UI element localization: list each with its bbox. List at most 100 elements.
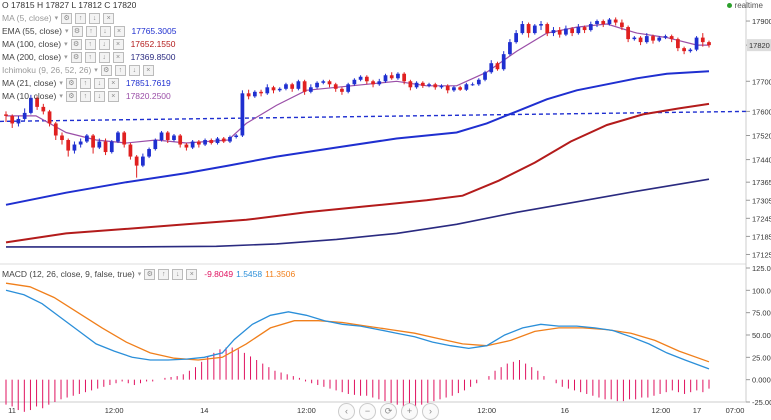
candle-body [396,73,400,79]
macd-dropdown-icon[interactable]: ▾ [137,271,142,278]
candle-body [464,84,469,90]
candle-body [16,118,21,124]
candle-body [184,144,189,148]
zoom-in-button[interactable]: + [401,403,418,420]
legend-name: MA (200, close) [2,52,62,62]
ohlc-readout: O 17815 H 17827 L 17812 C 17820 [2,0,136,10]
legend-move-up-icon[interactable]: ↑ [84,52,96,63]
candle-body [489,63,494,73]
candle-body [638,37,643,43]
zoom-out-button[interactable]: − [359,403,376,420]
zoom-reset-button[interactable]: ⟳ [380,403,397,420]
legend-settings-icon[interactable]: ⚙ [65,91,77,102]
candle-body [41,106,46,112]
legend-settings-icon[interactable]: ⚙ [71,26,83,37]
legend-close-icon[interactable]: × [112,39,124,50]
legend-move-down-icon[interactable]: ↓ [89,13,101,24]
candle-body [122,132,127,145]
candle-body [215,138,220,144]
candle-body [495,63,500,70]
ma-line [5,102,710,244]
legend-close-icon[interactable]: × [103,13,115,24]
legend-move-down-icon[interactable]: ↓ [99,26,111,37]
legend-move-down-icon[interactable]: ↓ [93,91,105,102]
time-tick-label: 17 [693,406,701,415]
macd-move-down-icon[interactable]: ↓ [172,269,184,280]
time-tick-label: 16 [561,406,569,415]
zoom-prev-button[interactable]: ‹ [338,403,355,420]
legend-settings-icon[interactable]: ⚙ [100,65,112,76]
macd-move-up-icon[interactable]: ↑ [158,269,170,280]
zoom-controls: ‹ − ⟳ + › [338,403,439,420]
candle-body [259,91,263,94]
macd-settings-icon[interactable]: ⚙ [144,269,156,280]
legend-move-down-icon[interactable]: ↓ [98,52,110,63]
candle-body [557,30,562,35]
legend-move-down-icon[interactable]: ↓ [128,65,140,76]
candle-body [501,54,506,70]
candle-body [483,72,487,80]
legend-close-icon[interactable]: × [142,65,154,76]
legend-move-up-icon[interactable]: ↑ [85,26,97,37]
legend-move-down-icon[interactable]: ↓ [98,39,110,50]
ma-line [6,178,710,248]
legend-dropdown-icon[interactable]: ▾ [59,80,63,87]
macd-close-icon[interactable]: × [186,269,198,280]
legend-move-up-icon[interactable]: ↑ [114,65,126,76]
legend-move-up-icon[interactable]: ↑ [75,13,87,24]
candle-body [165,132,170,141]
legend-close-icon[interactable]: × [113,26,125,37]
legend-row: Ichimoku (9, 26, 52, 26) ▾ ⚙ ↑ ↓ × [2,64,176,77]
price-tick-label: 17440 [752,156,771,165]
candle-body [327,81,332,85]
time-tick-label: 12:00 [105,406,124,415]
candle-body [159,132,164,141]
legend-move-up-icon[interactable]: ↑ [84,39,96,50]
candle-body [47,111,52,124]
legend-dropdown-icon[interactable]: ▾ [54,15,59,22]
price-tick-label: 17125 [752,250,771,259]
candle-body [651,36,655,41]
legend-dropdown-icon[interactable]: ▾ [94,67,98,74]
legend-row: EMA (55, close) ▾ ⚙ ↑ ↓ × 17765.3005 [2,25,176,38]
candle-body [296,81,301,89]
candle-body [420,82,425,86]
candle-body [290,84,295,89]
time-tick-label: 12:00 [297,406,316,415]
macd-tick-label: 75.00 [752,309,771,318]
candle-body [688,49,693,52]
candle-body [682,48,686,52]
legend-close-icon[interactable]: × [112,52,124,63]
legend-settings-icon[interactable]: ⚙ [70,39,82,50]
candles [4,17,711,178]
legend-settings-icon[interactable]: ⚙ [65,78,77,89]
legend-dropdown-icon[interactable]: ▾ [64,41,68,48]
legend-dropdown-icon[interactable]: ▾ [64,54,68,61]
candle-body [626,27,630,40]
legend-move-up-icon[interactable]: ↑ [79,91,91,102]
candle-body [91,135,95,148]
candle-body [85,135,89,142]
candle-body [408,81,413,88]
legend-close-icon[interactable]: × [107,78,119,89]
legend-settings-icon[interactable]: ⚙ [70,52,82,63]
legend-settings-icon[interactable]: ⚙ [61,13,73,24]
legend-name: MA (100, close) [2,39,62,49]
legend-move-down-icon[interactable]: ↓ [93,78,105,89]
legend-move-up-icon[interactable]: ↑ [79,78,91,89]
candle-body [439,85,444,88]
candle-body [234,135,239,137]
candle-body [476,79,481,85]
ma-line [6,23,709,144]
candle-body [53,123,58,136]
legend-row: MA (5, close) ▾ ⚙ ↑ ↓ × [2,12,176,25]
macd-line [5,289,710,370]
candle-body [570,28,574,34]
candle-body [103,141,108,153]
legend-close-icon[interactable]: × [107,91,119,102]
candle-body [97,141,102,148]
legend-dropdown-icon[interactable]: ▾ [59,93,63,100]
legend-dropdown-icon[interactable]: ▾ [65,28,69,35]
zoom-next-button[interactable]: › [422,403,439,420]
